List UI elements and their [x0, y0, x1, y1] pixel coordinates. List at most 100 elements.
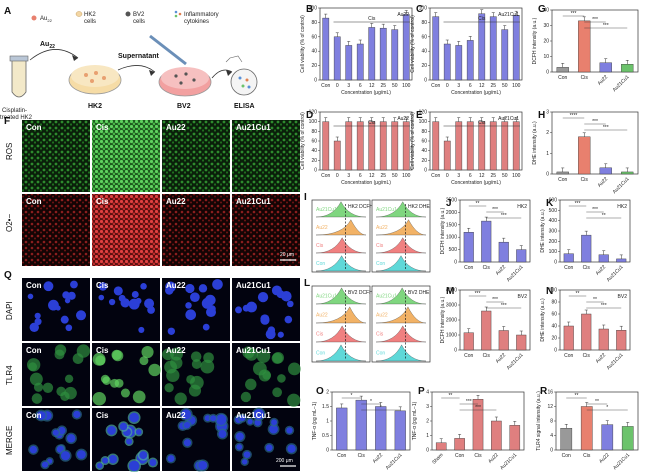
nucleus: [29, 322, 39, 333]
tlr4-cell: [256, 349, 271, 363]
bar: [333, 140, 341, 171]
merge-nucleus: [29, 445, 38, 454]
merge-nucleus: [254, 419, 262, 426]
x-tick-label: Con: [337, 453, 346, 459]
y-axis-label: TNF-α (pg mL−1): [312, 401, 318, 440]
nucleus: [165, 286, 174, 295]
y-tick-label: 20: [311, 63, 317, 69]
significance-label: ***: [592, 207, 598, 213]
bar: [489, 16, 497, 81]
pipette-icon: [149, 34, 187, 66]
panel-letter-b: B: [306, 4, 313, 15]
histogram-peak: [315, 344, 367, 362]
nucleus: [267, 326, 276, 334]
bar: [621, 64, 634, 73]
panel-letter-g: G: [538, 4, 546, 15]
tlr4-cell: [240, 391, 252, 403]
q-micrograph-grid: [22, 278, 301, 472]
bar: [356, 121, 364, 171]
y-tick-label: 60: [421, 139, 427, 145]
scale-label-f: 20 μm: [280, 252, 294, 258]
significance-label: **: [595, 399, 599, 405]
merge-nucleus: [265, 444, 273, 452]
bar: [454, 438, 465, 451]
tlr4-cell: [190, 351, 202, 362]
nucleus: [131, 290, 139, 298]
x-tick-label: Con: [431, 173, 440, 179]
nucleus: [147, 306, 155, 314]
tlr4-cell: [29, 372, 43, 386]
significance-label: **: [576, 291, 580, 297]
y-tick-label: 2: [426, 419, 429, 425]
bracket-label: Cis: [478, 16, 486, 22]
y-tick-label: 0: [554, 348, 557, 354]
y-tick-label: 60: [551, 312, 557, 318]
significance-label: ***: [571, 11, 577, 17]
nucleus: [284, 315, 293, 324]
y-tick-label: 0: [424, 168, 427, 174]
y-tick-label: 3: [546, 110, 549, 116]
x-tick-label: Au22: [595, 264, 608, 277]
significance-label: **: [575, 393, 579, 399]
x-tick-label: 25: [490, 83, 496, 89]
bar: [560, 428, 573, 451]
nucleus: [65, 324, 73, 332]
x-tick-label: 100: [402, 83, 411, 89]
merge-nucleus: [239, 415, 246, 422]
tlr4-cell: [112, 350, 124, 362]
merge-nucleus: [181, 409, 192, 420]
tlr4-cell: [287, 362, 301, 376]
tlr4-cell: [100, 374, 110, 384]
y-axis-label: DHE intensity (a.u.): [540, 298, 546, 342]
x-tick-label: Con: [321, 83, 330, 89]
label-au22-arrow: Au: [40, 41, 49, 48]
merge-nucleus: [108, 455, 118, 464]
y-axis-label: TNF-α (pg mL−1): [412, 401, 418, 440]
svg-text:Au21Cu1: Au21Cu1: [236, 197, 271, 206]
tlr4-cell: [258, 369, 271, 382]
x-tick-label: Au22: [595, 352, 608, 365]
tlr4-cell: [272, 351, 284, 364]
merge-nucleus: [126, 438, 133, 445]
legend-inflammatory: Inflammatory: [184, 12, 219, 18]
x-tick-label: 3: [457, 83, 460, 89]
y-tick-label: 0: [546, 70, 549, 76]
bar: [621, 426, 634, 451]
legend-cytokines: cytokines: [184, 19, 209, 25]
label-supernatant: Supernatant: [118, 53, 160, 60]
bar: [443, 140, 451, 171]
nucleus: [235, 306, 243, 314]
x-tick-label: Au22: [597, 176, 610, 189]
bar: [481, 310, 492, 351]
nucleus: [260, 315, 270, 325]
nucleus: [48, 299, 59, 311]
y-tick-label: 400: [549, 218, 558, 224]
tlr4-cell: [245, 378, 257, 391]
y-tick-label: 16: [547, 390, 553, 396]
nucleus: [75, 310, 87, 321]
bar: [578, 20, 591, 73]
y-tick-label: 40: [311, 49, 317, 55]
x-tick-label: Con: [455, 453, 464, 459]
svg-text:Au22: Au22: [40, 41, 55, 50]
significance-label: ***: [492, 297, 498, 303]
chart-o: O 0 0.5 1 1.5 2 TNF-α (pg mL−1) Con Cis Au22 Au21C…: [312, 386, 411, 471]
y-tick-label: 1000: [446, 333, 457, 339]
bar: [512, 121, 520, 171]
bar: [581, 313, 592, 351]
merge-nucleus: [119, 422, 128, 431]
tlr4-cell: [56, 386, 66, 397]
tlr4-cell: [110, 378, 120, 388]
svg-text:Au21Cu1: Au21Cu1: [236, 281, 271, 290]
row-label-merge: MERGE: [5, 426, 14, 455]
panel-letter-h: H: [538, 110, 545, 121]
legend-bv2-cells: cells: [133, 19, 145, 25]
bar: [432, 16, 440, 81]
significance-label: ***: [601, 303, 607, 309]
merge-nucleus: [66, 434, 76, 443]
micrograph-ros-con: [22, 120, 90, 192]
